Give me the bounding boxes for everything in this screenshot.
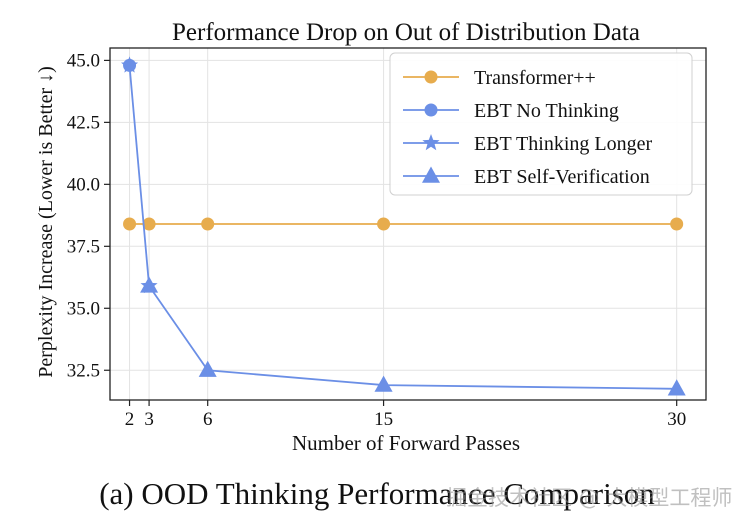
legend-label: EBT Self-Verification <box>474 166 650 188</box>
legend-box <box>389 52 693 196</box>
data-point <box>198 360 217 377</box>
legend-marker <box>422 166 440 183</box>
y-tick-label: 32.5 <box>67 360 100 381</box>
legend-item: Transformer++ <box>403 67 596 89</box>
y-tick-label: 37.5 <box>67 236 100 257</box>
x-tick-label: 15 <box>374 409 393 430</box>
x-tick-label: 2 <box>125 409 135 430</box>
plot-frame <box>109 47 707 401</box>
legend-label: EBT No Thinking <box>474 100 619 122</box>
data-point <box>140 276 159 293</box>
legend-marker <box>422 134 440 151</box>
series-0 <box>123 217 684 231</box>
y-tick-label: 40.0 <box>67 174 100 195</box>
legend-label: EBT Thinking Longer <box>474 133 652 155</box>
x-ticks: 2 3 6 15 30 <box>125 400 686 430</box>
figure-caption: (a) OOD Thinking Performance Comparison <box>99 476 655 511</box>
y-ticks: 32.5 35.0 37.5 40.0 42.5 45.0 <box>67 50 110 381</box>
legend-marker <box>424 103 438 117</box>
legend: Transformer++ EBT No Thinking EBT Thinking… <box>389 52 693 196</box>
data-point <box>670 217 684 231</box>
y-tick-label: 35.0 <box>67 298 100 319</box>
legend-item: EBT No Thinking <box>403 100 619 122</box>
data-point <box>374 375 393 392</box>
series-group <box>121 56 686 396</box>
data-point <box>142 217 156 231</box>
data-point <box>201 217 215 231</box>
legend-item: EBT Thinking Longer <box>403 133 652 155</box>
watermark: 掘金技术社区 @ 大模型工程师 <box>446 486 733 510</box>
series-3 <box>140 276 686 396</box>
data-point <box>123 217 137 231</box>
chart: Performance Drop on Out of Distribution … <box>35 19 707 455</box>
x-axis-label: Number of Forward Passes <box>292 431 520 455</box>
data-point <box>121 56 139 73</box>
y-tick-label: 45.0 <box>67 50 100 71</box>
y-axis-label: Perplexity Increase (Lower is Better ↓) <box>35 66 57 378</box>
x-tick-label: 6 <box>203 409 213 430</box>
y-tick-label: 42.5 <box>67 112 100 133</box>
data-point <box>667 379 686 396</box>
x-tick-label: 30 <box>667 409 686 430</box>
data-point <box>377 217 391 231</box>
legend-item: EBT Self-Verification <box>403 166 650 188</box>
chart-title: Performance Drop on Out of Distribution … <box>172 19 640 46</box>
x-tick-label: 3 <box>144 409 154 430</box>
series-line <box>148 285 677 390</box>
legend-marker <box>424 70 438 84</box>
series-line <box>128 65 150 287</box>
legend-label: Transformer++ <box>474 67 596 89</box>
series-2 <box>121 56 158 294</box>
